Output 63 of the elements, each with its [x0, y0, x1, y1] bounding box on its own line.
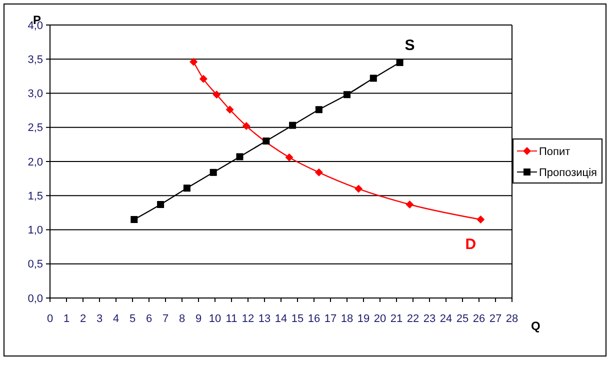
y-tick-label: 0,0	[28, 292, 43, 305]
point	[262, 138, 270, 145]
x-tick-label: 27	[489, 313, 502, 325]
x-tick-label: 23	[423, 313, 436, 325]
x-tick-label: 9	[195, 313, 202, 325]
legend-label: Пропозиція	[539, 166, 598, 179]
x-tick-label: 19	[357, 313, 370, 325]
x-tick-label: 6	[146, 313, 152, 325]
x-tick-label: 16	[308, 313, 320, 325]
x-tick-label: 8	[178, 313, 186, 325]
point	[314, 168, 323, 176]
x-tick-label: 28	[506, 313, 518, 325]
x-tick-label: 4	[112, 313, 120, 325]
point	[315, 106, 322, 114]
x-tick-label: 5	[129, 313, 136, 325]
x-axis-title: Q	[531, 319, 540, 333]
annotation: S	[404, 36, 415, 54]
point	[285, 153, 294, 162]
x-tick-label: 12	[242, 313, 254, 325]
x-tick-label: 0	[46, 313, 54, 325]
annotation: D	[465, 236, 476, 253]
point	[476, 216, 485, 224]
point	[289, 122, 296, 129]
point	[212, 90, 221, 99]
point	[130, 216, 138, 224]
x-tick-label: 1	[63, 313, 70, 325]
y-tick-label: 0,5	[28, 258, 43, 271]
point	[236, 153, 244, 160]
y-tick-label: 2,5	[28, 122, 43, 134]
x-tick-label: 20	[374, 313, 386, 325]
y-tick-label: 2,0	[28, 156, 43, 168]
x-tick-label: 13	[258, 313, 271, 325]
point	[396, 59, 404, 66]
x-tick-label: 21	[390, 313, 403, 325]
y-tick-label: 1,5	[28, 190, 43, 202]
point	[344, 91, 350, 98]
x-tick-label: 22	[406, 313, 420, 325]
y-tick-label: 1,0	[28, 224, 43, 237]
x-tick-label: 11	[226, 313, 238, 325]
y-tick-label: 3,0	[28, 88, 43, 100]
point	[190, 58, 198, 66]
point	[406, 200, 414, 208]
x-tick-label: 14	[274, 313, 288, 325]
point	[242, 122, 250, 130]
point	[199, 74, 208, 83]
x-tick-label: 10	[208, 313, 222, 325]
point	[157, 200, 164, 208]
x-tick-label: 3	[96, 313, 103, 325]
x-tick-label: 17	[324, 313, 337, 325]
x-tick-label: 24	[440, 313, 452, 325]
x-tick-label: 25	[456, 313, 469, 325]
x-tick-label: 2	[80, 313, 86, 325]
point	[226, 106, 234, 114]
x-tick-label: 15	[291, 313, 304, 325]
x-tick-label: 18	[340, 313, 354, 325]
x-tick-label: 7	[162, 313, 169, 325]
y-tick-label: 3,5	[28, 54, 43, 66]
legend-label: Попит	[539, 146, 570, 158]
point	[370, 74, 377, 82]
point	[183, 184, 190, 192]
point	[210, 168, 217, 176]
point	[354, 184, 363, 193]
x-tick-label: 26	[472, 313, 486, 325]
